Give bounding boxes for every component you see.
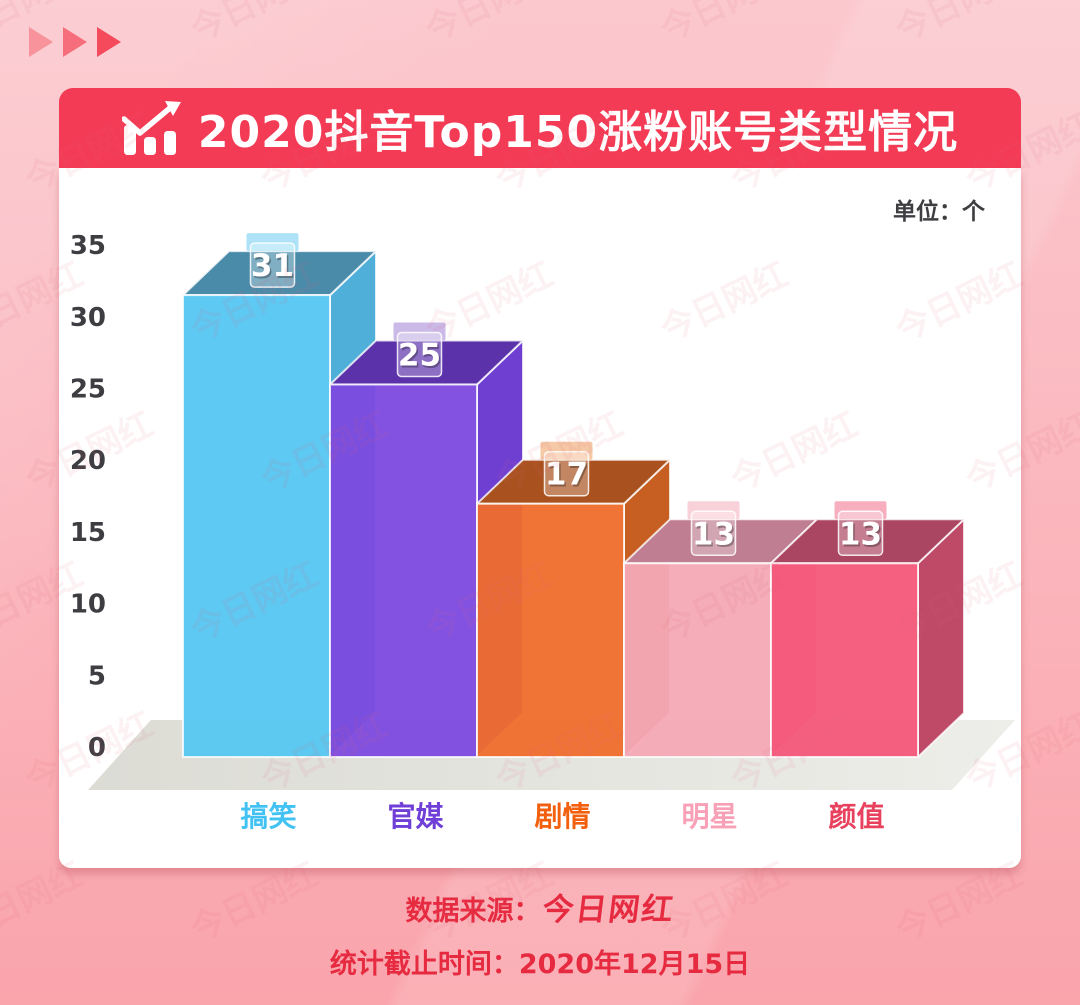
- decor-triple-arrows: [28, 27, 121, 57]
- value-label-shadow: 17: [546, 459, 589, 495]
- value-label: 13: [692, 516, 735, 552]
- value-label: 13: [839, 516, 882, 552]
- y-axis-tick: 10: [70, 590, 106, 620]
- play-triangle-icon: [63, 27, 87, 57]
- bar-front-face: [770, 562, 919, 758]
- value-label-shadow: 25: [399, 340, 442, 376]
- y-axis-tick: 5: [88, 661, 106, 691]
- value-badge: [396, 331, 443, 378]
- deadline-line: 统计截止时间：2020年12月15日: [329, 949, 751, 980]
- watermark-text: 今日网红: [419, 0, 560, 51]
- value-label: 17: [545, 457, 588, 493]
- source-logo: 今日网红: [539, 892, 677, 928]
- value-label-shadow: 31: [252, 250, 295, 286]
- value-badge: [837, 510, 884, 557]
- value-label-shadow: 13: [840, 518, 883, 554]
- badge-tab: [246, 233, 299, 252]
- bar-front-face: [623, 562, 772, 758]
- bar-front-face: [182, 294, 331, 758]
- y-axis-tick: 0: [88, 733, 106, 763]
- unit-label: 单位：个: [893, 199, 985, 225]
- bar-front-face: [476, 502, 625, 759]
- chart-card: 单位：个 0 5 10 15 20 25 30 35 31 31 搞笑 25 25 官媒 17 17 剧情 13 1…: [59, 168, 1021, 868]
- value-badge: [249, 242, 296, 288]
- y-axis-tick: 35: [70, 231, 106, 261]
- x-axis-label: 官媒: [387, 800, 444, 833]
- badge-tab: [540, 441, 593, 460]
- value-label-shadow: 13: [693, 518, 736, 554]
- x-axis-label: 剧情: [534, 800, 590, 833]
- page-title: 2020抖音Top150涨粉账号类型情况: [197, 107, 959, 158]
- data-source-prefix: 数据来源：: [405, 896, 541, 927]
- play-triangle-icon: [97, 27, 121, 57]
- badge-tab: [834, 501, 887, 520]
- y-axis-tick: 20: [70, 446, 106, 476]
- bar-front-face: [329, 383, 478, 758]
- x-axis-label: 颜值: [828, 800, 884, 833]
- x-axis-label: 明星: [681, 800, 737, 833]
- badge-tab: [687, 501, 740, 520]
- bar-chart-arrow-icon: [121, 101, 181, 155]
- play-triangle-icon: [29, 27, 53, 57]
- badge-tab: [393, 322, 446, 341]
- title-banner: 2020抖音Top150涨粉账号类型情况: [59, 88, 1021, 168]
- value-badge: [543, 450, 590, 497]
- value-badge: [690, 510, 737, 557]
- chart-panel: 2020抖音Top150涨粉账号类型情况 单位：个 0 5 10 15 20 25 30 35…: [59, 88, 1021, 868]
- value-label: 25: [398, 338, 441, 374]
- footer: 数据来源：今日网红 统计截止时间：2020年12月15日: [0, 884, 1080, 981]
- bar-chart: 051015202530353131搞笑2525官媒1717剧情1313明星13…: [70, 231, 1015, 833]
- watermark-text: 今日网红: [184, 0, 325, 51]
- y-axis-tick: 15: [70, 518, 106, 548]
- y-axis-tick: 25: [70, 375, 106, 405]
- value-label: 31: [251, 248, 294, 284]
- watermark-text: 今日网红: [654, 0, 795, 51]
- y-axis-tick: 30: [70, 303, 106, 333]
- watermark-text: 今日网红: [889, 0, 1030, 51]
- x-axis-label: 搞笑: [240, 800, 296, 833]
- data-source-line: 数据来源：今日网红: [0, 884, 1080, 929]
